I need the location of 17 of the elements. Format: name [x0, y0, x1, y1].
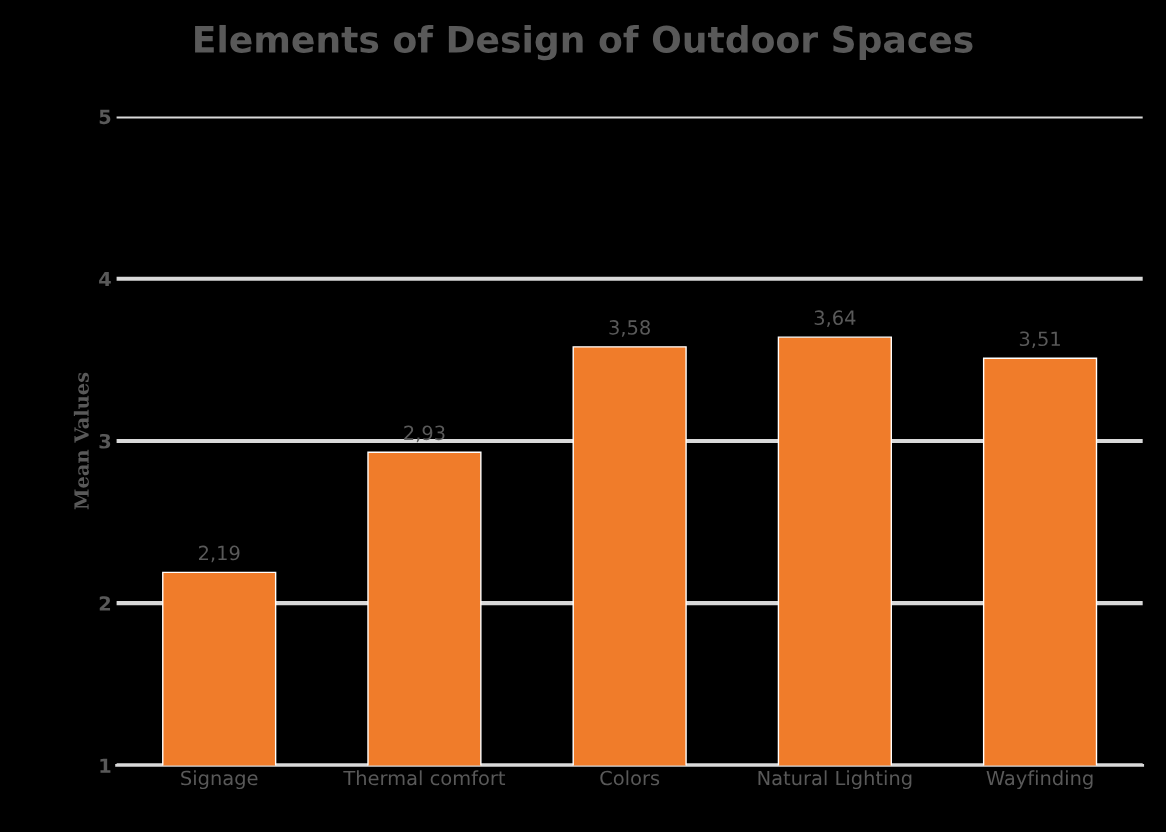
x-tick-label: Thermal comfort: [343, 770, 506, 786]
y-tick-label: 3: [99, 433, 111, 449]
data-label: 3,64: [814, 310, 856, 328]
chart-title: Elements of Design of Outdoor Spaces: [195, 24, 973, 61]
data-label: 3,51: [1019, 331, 1060, 349]
x-tick-label: Colors: [600, 770, 660, 786]
data-label: 2,93: [404, 425, 445, 443]
x-tick-label: Wayfinding: [986, 770, 1093, 790]
y-tick-label: 1: [100, 758, 111, 773]
data-label: 2,19: [198, 545, 240, 563]
y-tick-label: 2: [99, 596, 111, 611]
data-label: 3,58: [609, 320, 650, 337]
y-tick-label: 4: [99, 271, 111, 287]
y-tick-label: 5: [99, 109, 111, 125]
x-tick-label: Natural Lighting: [758, 770, 912, 790]
x-tick-label: Signage: [181, 770, 258, 790]
y-axis-title: Mean Values: [73, 372, 89, 510]
